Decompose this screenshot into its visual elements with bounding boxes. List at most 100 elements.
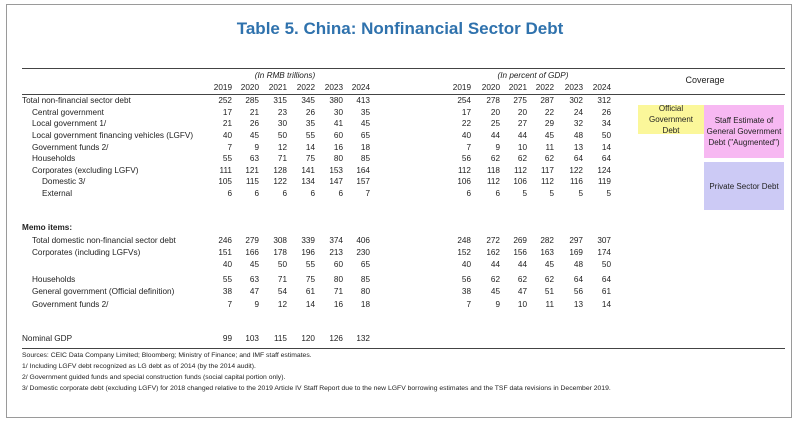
cell: 112 xyxy=(513,166,527,175)
cell: 26 xyxy=(305,108,315,117)
cell: 48 xyxy=(573,260,583,269)
cell: 196 xyxy=(301,248,315,257)
cell: 65 xyxy=(360,131,370,140)
year-header: 2021 xyxy=(508,83,527,92)
footnote: Sources: CEIC Data Company Limited; Bloo… xyxy=(22,352,312,359)
cell: 62 xyxy=(490,154,500,163)
cell: 297 xyxy=(569,236,583,245)
cell: 315 xyxy=(273,96,287,105)
cell: 18 xyxy=(360,143,370,152)
cell: 115 xyxy=(245,177,259,186)
cell: 14 xyxy=(601,143,611,152)
cell: 45 xyxy=(249,260,259,269)
cell: 38 xyxy=(222,287,232,296)
cell: 32 xyxy=(573,119,583,128)
cell: 122 xyxy=(569,166,583,175)
cell: 380 xyxy=(329,96,343,105)
cell: 64 xyxy=(601,154,611,163)
cell: 44 xyxy=(517,260,527,269)
cell: 62 xyxy=(517,275,527,284)
footnote: 3/ Domestic corporate debt (excluding LG… xyxy=(22,385,611,392)
cell: 41 xyxy=(333,119,343,128)
row-label: Central government xyxy=(32,108,104,117)
cell: 5 xyxy=(578,189,583,198)
cell: 63 xyxy=(249,154,259,163)
cell: 71 xyxy=(277,275,287,284)
cell: 35 xyxy=(305,119,315,128)
cell: 163 xyxy=(540,248,554,257)
cell: 85 xyxy=(360,275,370,284)
cell: 6 xyxy=(227,189,232,198)
cell: 124 xyxy=(597,166,611,175)
cell: 60 xyxy=(333,131,343,140)
rule xyxy=(22,348,785,349)
cell: 112 xyxy=(486,177,500,186)
cell: 112 xyxy=(540,177,554,186)
cell: 80 xyxy=(333,275,343,284)
cell: 55 xyxy=(222,154,232,163)
cell: 285 xyxy=(245,96,259,105)
row-label: Total non-financial sector debt xyxy=(22,96,131,105)
cell: 55 xyxy=(305,260,315,269)
row-label: Government funds 2/ xyxy=(32,300,109,309)
cell: 120 xyxy=(301,334,315,343)
cell: 6 xyxy=(495,189,500,198)
cell: 164 xyxy=(356,166,370,175)
cell: 44 xyxy=(490,131,500,140)
row-label: Total domestic non-financial sector debt xyxy=(32,236,176,245)
year-header: 2024 xyxy=(592,83,611,92)
year-header: 2019 xyxy=(452,83,471,92)
cell: 63 xyxy=(249,275,259,284)
cell: 44 xyxy=(490,260,500,269)
cell: 26 xyxy=(249,119,259,128)
cell: 56 xyxy=(461,154,471,163)
cell: 75 xyxy=(305,275,315,284)
cell: 14 xyxy=(305,300,315,309)
cell: 278 xyxy=(486,96,500,105)
cell: 40 xyxy=(222,131,232,140)
cell: 282 xyxy=(540,236,554,245)
cell: 45 xyxy=(490,287,500,296)
cell: 25 xyxy=(490,119,500,128)
cell: 157 xyxy=(356,177,370,186)
cell: 272 xyxy=(486,236,500,245)
year-header: 2022 xyxy=(535,83,554,92)
cell: 13 xyxy=(573,143,583,152)
cell: 50 xyxy=(277,131,287,140)
cell: 6 xyxy=(466,189,471,198)
row-label: Nominal GDP xyxy=(22,334,73,343)
cell: 21 xyxy=(222,119,232,128)
cell: 71 xyxy=(333,287,343,296)
cell: 14 xyxy=(305,143,315,152)
cell: 246 xyxy=(218,236,232,245)
cell: 128 xyxy=(273,166,287,175)
cell: 17 xyxy=(222,108,232,117)
year-header: 2020 xyxy=(481,83,500,92)
cell: 99 xyxy=(222,334,232,343)
cell: 5 xyxy=(606,189,611,198)
cell: 51 xyxy=(544,287,554,296)
cell: 308 xyxy=(273,236,287,245)
cell: 6 xyxy=(310,189,315,198)
cell: 118 xyxy=(486,166,500,175)
cell: 12 xyxy=(277,300,287,309)
cell: 29 xyxy=(544,119,554,128)
cell: 38 xyxy=(461,287,471,296)
cell: 9 xyxy=(254,300,259,309)
row-label: External xyxy=(42,189,73,198)
cell: 13 xyxy=(573,300,583,309)
row-label: Households xyxy=(32,154,76,163)
cell: 5 xyxy=(522,189,527,198)
cell: 275 xyxy=(513,96,527,105)
footnote: 2/ Government guided funds and special c… xyxy=(22,374,286,381)
cell: 27 xyxy=(517,119,527,128)
cell: 287 xyxy=(540,96,554,105)
cell: 40 xyxy=(461,131,471,140)
cell: 47 xyxy=(249,287,259,296)
cell: 44 xyxy=(517,131,527,140)
cell: 413 xyxy=(356,96,370,105)
cell: 17 xyxy=(461,108,471,117)
cell: 30 xyxy=(277,119,287,128)
cell: 103 xyxy=(245,334,259,343)
year-header: 2023 xyxy=(564,83,583,92)
